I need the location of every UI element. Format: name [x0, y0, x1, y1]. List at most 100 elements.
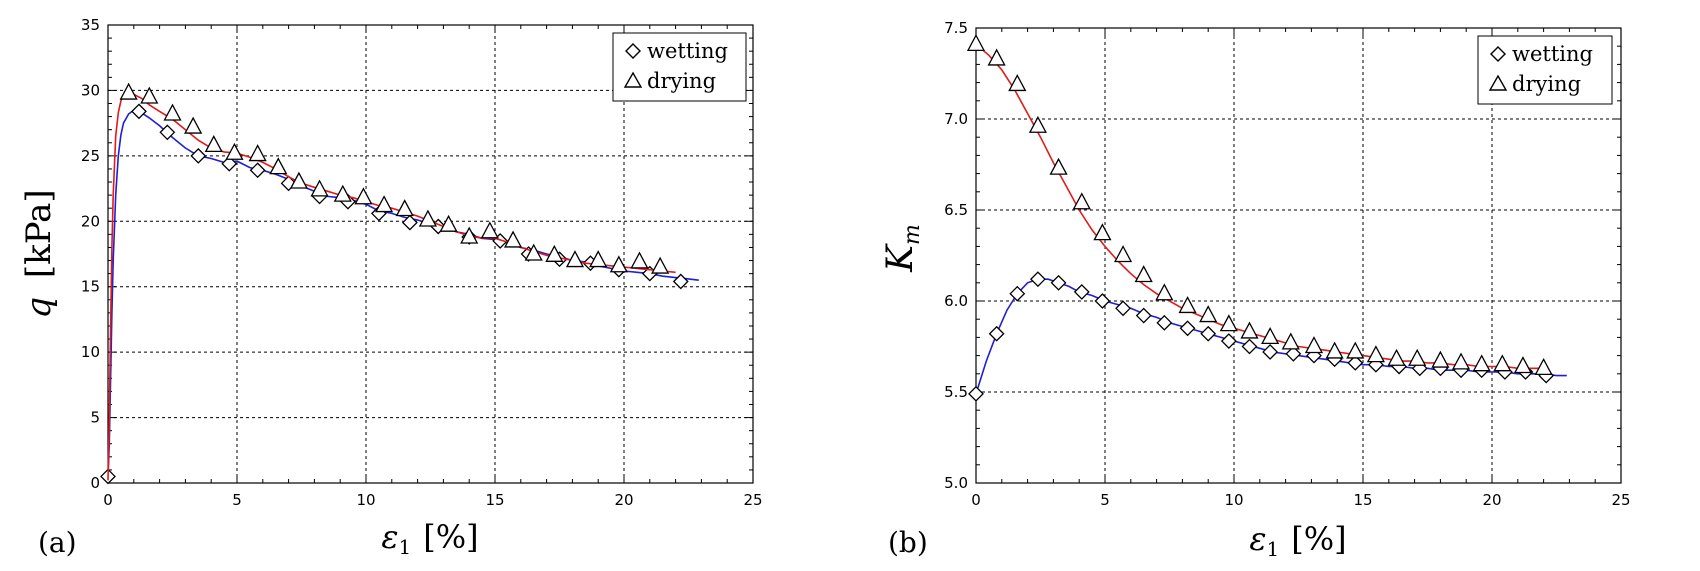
panel-a-drying-marker [269, 157, 288, 175]
panel-b-wetting-marker [1179, 320, 1196, 337]
panel-a-grid [108, 25, 753, 483]
panel-a-legend-wetting: wetting [647, 39, 728, 63]
panel-b-series [966, 33, 1567, 402]
panel-a-drying-marker [184, 116, 203, 134]
panel-b-legend-drying: drying [1512, 72, 1581, 96]
panel-b-x-tick-label: 15 [1353, 491, 1372, 509]
panel-a-series [100, 82, 699, 485]
panel-a-x-tick-label: 5 [232, 491, 242, 509]
panel-a-drying-marker [460, 226, 479, 244]
panel-b-wetting-marker [1262, 344, 1279, 360]
panel-b-y-tick-label: 7.0 [944, 110, 968, 128]
panel-b-drying-marker [1049, 157, 1068, 175]
panel-a-x-tick-label: 20 [614, 491, 633, 509]
panel-a-y-tick-label: 20 [81, 212, 100, 230]
panel-b-drying-marker [966, 33, 986, 52]
panel-b-drying-marker [1155, 283, 1174, 301]
panel-a-y-tick-label: 35 [81, 16, 100, 34]
panel-a-drying-marker [524, 243, 543, 261]
panel-a-drying-marker [651, 256, 670, 274]
panel-b-wetting-marker [1030, 271, 1046, 288]
panel-a-y-tick-labels: 0 5 10 15 20 25 30 35 [81, 16, 100, 492]
panel-a-drying-marker [333, 184, 352, 202]
panel-b-x-tick-label: 10 [1224, 491, 1243, 509]
panel-b-drying-marker [1431, 350, 1450, 368]
panel-a-drying-marker [289, 171, 309, 189]
panel-b-chart: 0 5 10 15 20 25 5.0 5.5 6.0 6.5 7.0 7.5 wetting dr… [880, 19, 1631, 561]
panel-b-drying-marker [1240, 321, 1259, 339]
panel-a-drying-marker [565, 250, 585, 268]
panel-a-drying-marker [310, 179, 329, 197]
panel-b-x-tick-label: 25 [1611, 491, 1630, 509]
panel-a-legend: wetting drying [612, 32, 747, 102]
panel-a-y-tick-label: 10 [81, 343, 100, 361]
panel-b-legend-triangle-icon [1488, 74, 1508, 91]
panel-a-drying-marker [225, 142, 244, 160]
panel-a-drying-marker [480, 221, 499, 239]
panel-a-drying-marker [503, 230, 523, 248]
panel-a-legend-drying: drying [647, 69, 716, 93]
panel-a-legend-diamond-icon [625, 43, 641, 59]
panel-b-drying-marker [1134, 265, 1153, 283]
panel-b-drying-marker [1387, 348, 1406, 366]
panel-b-wetting-marker [1094, 293, 1111, 309]
panel-b-x-axis-label: ε1 [%] [1249, 520, 1346, 561]
panel-b-drying-marker [1534, 357, 1553, 375]
panel-b-drying-marker [1178, 296, 1197, 314]
panel-b-wetting-marker [1156, 314, 1173, 331]
panel-a-y-axis-label: q [kPa] [19, 189, 59, 318]
panel-a-drying-marker [163, 103, 182, 121]
panel-a-drying-marker [545, 244, 564, 262]
panel-b-label: (b) [888, 526, 928, 559]
panel-b-x-tick-label: 20 [1482, 491, 1501, 509]
panel-b-drying-marker [1366, 345, 1385, 363]
panel-a-y-tick-label: 25 [81, 147, 100, 165]
panel-b-drying-marker [1408, 348, 1427, 366]
panel-a-y-tick-label: 5 [90, 409, 100, 427]
panel-b-wetting-marker [1009, 285, 1026, 302]
panel-b-drying-marker [1513, 356, 1533, 374]
panel-a-drying-marker [630, 251, 649, 269]
panel-b-plot-frame [975, 27, 1622, 484]
panel-a-wetting-marker [401, 214, 418, 231]
panel-b-drying-marker [1451, 352, 1471, 370]
panel-a-wetting-marker [131, 103, 147, 120]
panel-a-drying-marker [140, 86, 159, 104]
panel-b-drying-marker [1493, 354, 1512, 372]
panel-a-wetting-marker [249, 162, 266, 179]
panel-a-drying-marker [439, 214, 458, 232]
panel-a-wetting-marker [672, 273, 689, 290]
panel-b-drying-marker [1304, 336, 1324, 354]
panel-b-y-tick-label: 6.5 [944, 201, 968, 219]
panel-b-y-tick-label: 6.0 [944, 292, 968, 310]
panel-b-x-tick-labels: 0 5 10 15 20 25 [971, 491, 1630, 509]
panel-a-x-tick-label: 15 [485, 491, 504, 509]
panel-a-label: (a) [38, 526, 77, 559]
panel-a-drying-marker [119, 82, 138, 100]
panel-a-plot-frame [107, 24, 754, 484]
panel-b-wetting-marker [1285, 345, 1302, 362]
panel-b-legend: wetting drying [1477, 35, 1613, 105]
panel-b-drying-marker [1325, 341, 1344, 359]
panel-b-wetting-marker [1347, 354, 1364, 371]
panel-a-legend-triangle-icon [623, 71, 643, 88]
panel-b-legend-diamond-icon [1490, 46, 1506, 62]
panel-b-y-tick-label: 5.0 [944, 474, 968, 492]
panel-b-wetting-marker [968, 385, 984, 402]
panel-a-x-tick-label: 0 [103, 491, 113, 509]
panel-b-wetting-marker [1200, 325, 1217, 342]
panel-b-drying-marker [1008, 74, 1027, 92]
panel-a-wetting-marker [221, 155, 238, 172]
panel-b-drying-line [975, 43, 1544, 370]
panel-b-wetting-marker [1115, 300, 1131, 317]
panel-b-x-tick-label: 5 [1100, 491, 1110, 509]
panel-a-x-tick-label: 25 [743, 491, 762, 509]
panel-b-wetting-marker [1220, 333, 1237, 349]
panel-a-drying-marker [395, 199, 414, 217]
panel-b-y-tick-label: 5.5 [944, 383, 968, 401]
panel-a-y-tick-label: 30 [81, 81, 100, 99]
panel-b-wetting-marker [1050, 274, 1067, 291]
panel-b-minor-ticks [975, 27, 1622, 484]
panel-a-y-tick-label: 0 [90, 474, 100, 492]
